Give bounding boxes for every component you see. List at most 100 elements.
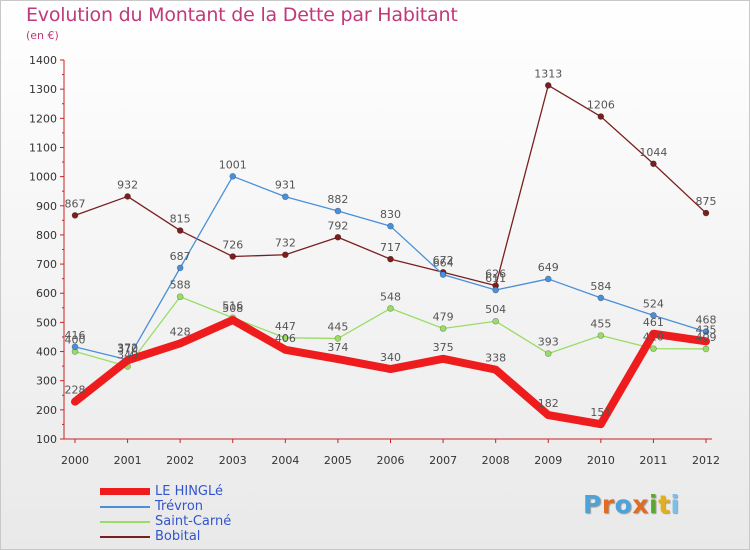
data-point-le-hingl--2009 bbox=[545, 412, 552, 419]
data-label-saint-carn--2000: 400 bbox=[65, 334, 86, 347]
logo-letter: i bbox=[649, 490, 659, 519]
data-label-bobital-2002: 815 bbox=[170, 213, 191, 226]
legend-label-bobital: Bobital bbox=[155, 529, 201, 544]
data-point-saint-carn--2007 bbox=[439, 325, 447, 332]
data-label-tr-vron-2005: 882 bbox=[327, 193, 348, 206]
x-tick-label-2002: 2002 bbox=[166, 454, 194, 467]
data-label-bobital-2009: 1313 bbox=[534, 67, 562, 80]
data-point-le-hingl--2001 bbox=[124, 357, 131, 364]
data-label-le-hingl--2012: 435 bbox=[696, 323, 717, 336]
data-label-tr-vron-2003: 1001 bbox=[219, 158, 247, 171]
logo-letter: t bbox=[658, 490, 671, 519]
legend-label-trevron: Trévron bbox=[155, 499, 204, 514]
y-tick-label-100: 100 bbox=[36, 433, 57, 446]
logo-letter: i bbox=[670, 490, 680, 519]
data-label-saint-carn--2001: 349 bbox=[117, 348, 138, 361]
y-tick-label-500: 500 bbox=[36, 316, 57, 329]
data-label-saint-carn--2012: 409 bbox=[696, 331, 717, 344]
data-point-bobital-2012 bbox=[702, 209, 710, 217]
y-tick-label-200: 200 bbox=[36, 404, 57, 417]
data-point-le-hingl--2011 bbox=[650, 330, 657, 337]
data-label-saint-carn--2010: 455 bbox=[590, 318, 611, 331]
data-point-le-hingl--2003 bbox=[229, 317, 236, 324]
data-point-le-hingl--2012 bbox=[703, 338, 709, 345]
data-point-saint-carn--2008 bbox=[492, 317, 499, 325]
data-label-tr-vron-2009: 649 bbox=[538, 261, 559, 274]
data-point-bobital-2000 bbox=[71, 212, 79, 219]
data-label-bobital-2005: 792 bbox=[327, 219, 348, 232]
data-label-tr-vron-2000: 416 bbox=[65, 329, 86, 342]
x-tick-label-2009: 2009 bbox=[534, 454, 562, 467]
data-label-saint-carn--2005: 445 bbox=[327, 320, 348, 333]
data-point-bobital-2009 bbox=[544, 82, 552, 89]
data-label-bobital-2001: 932 bbox=[117, 178, 138, 191]
y-tick-label-700: 700 bbox=[36, 258, 57, 271]
data-label-saint-carn--2008: 504 bbox=[485, 303, 506, 316]
data-point-saint-carn--2011 bbox=[650, 345, 657, 352]
x-tick-label-2000: 2000 bbox=[61, 454, 89, 467]
data-label-le-hingl--2008: 338 bbox=[485, 352, 506, 365]
data-label-le-hingl--2010: 151 bbox=[590, 406, 611, 419]
x-tick-label-2011: 2011 bbox=[639, 454, 667, 467]
data-label-saint-carn--2003: 516 bbox=[222, 300, 243, 313]
data-label-bobital-2000: 867 bbox=[65, 197, 86, 210]
y-tick-label-1300: 1300 bbox=[29, 83, 57, 96]
data-point-bobital-2003 bbox=[229, 253, 237, 260]
data-label-bobital-2003: 726 bbox=[222, 238, 243, 251]
data-point-tr-vron-2007 bbox=[439, 271, 447, 278]
data-point-le-hingl--2005 bbox=[334, 356, 341, 363]
data-point-tr-vron-2005 bbox=[334, 207, 342, 215]
y-tick-label-400: 400 bbox=[36, 346, 57, 359]
data-label-le-hingl--2003: 508 bbox=[222, 302, 243, 315]
data-label-le-hingl--2011: 461 bbox=[643, 316, 664, 329]
data-label-saint-carn--2006: 548 bbox=[380, 290, 401, 303]
data-point-tr-vron-2006 bbox=[387, 222, 394, 230]
legend-swatch-saint-carne bbox=[100, 521, 150, 523]
data-label-saint-carn--2002: 588 bbox=[170, 279, 191, 292]
y-tick-label-600: 600 bbox=[36, 287, 57, 300]
logo-letter: P bbox=[583, 490, 602, 519]
legend-label-saint-carne: Saint-Carné bbox=[155, 514, 232, 529]
data-point-le-hingl--2004 bbox=[282, 346, 289, 353]
data-point-saint-carn--2002 bbox=[176, 293, 184, 301]
x-tick-label-2005: 2005 bbox=[324, 454, 352, 467]
data-point-tr-vron-2002 bbox=[176, 264, 184, 272]
data-point-saint-carn--2005 bbox=[334, 335, 342, 342]
chart-title: Evolution du Montant de la Dette par Hab… bbox=[26, 4, 458, 26]
legend-swatch-bobital bbox=[100, 536, 150, 538]
x-tick-label-2008: 2008 bbox=[482, 454, 510, 467]
data-label-le-hingl--2007: 375 bbox=[433, 341, 454, 354]
y-tick-label-300: 300 bbox=[36, 375, 57, 388]
data-label-bobital-2010: 1206 bbox=[587, 99, 615, 112]
x-tick-label-2003: 2003 bbox=[219, 454, 247, 467]
data-point-tr-vron-2012 bbox=[702, 328, 710, 336]
data-point-bobital-2011 bbox=[650, 160, 657, 168]
y-tick-label-1400: 1400 bbox=[29, 54, 57, 67]
data-point-le-hingl--2008 bbox=[492, 366, 499, 373]
proxiti-logo: Proxiti bbox=[583, 490, 680, 519]
legend-swatch-trevron bbox=[100, 506, 150, 508]
data-point-le-hingl--2006 bbox=[387, 366, 394, 373]
data-point-tr-vron-2009 bbox=[544, 275, 552, 283]
data-label-tr-vron-2010: 584 bbox=[590, 280, 611, 293]
x-tick-label-2012: 2012 bbox=[692, 454, 720, 467]
logo-letter: r bbox=[601, 490, 615, 519]
data-point-tr-vron-2011 bbox=[650, 312, 657, 319]
data-point-bobital-2001 bbox=[124, 193, 131, 200]
data-point-le-hingl--2002 bbox=[177, 340, 184, 347]
data-point-tr-vron-2003 bbox=[229, 173, 237, 180]
data-point-saint-carn--2010 bbox=[597, 332, 605, 339]
data-point-le-hingl--2010 bbox=[597, 421, 604, 428]
legend-swatch-le-hingle bbox=[100, 488, 150, 495]
data-label-le-hingl--2002: 428 bbox=[170, 325, 191, 338]
data-point-le-hingl--2000 bbox=[72, 398, 78, 405]
data-label-bobital-2008: 626 bbox=[485, 268, 506, 281]
data-label-tr-vron-2008: 611 bbox=[485, 272, 506, 285]
data-label-tr-vron-2001: 372 bbox=[117, 342, 138, 355]
data-label-tr-vron-2002: 687 bbox=[170, 250, 191, 263]
legend-label-le-hingle: LE HINGLé bbox=[155, 484, 224, 499]
y-tick-label-800: 800 bbox=[36, 229, 57, 242]
data-label-tr-vron-2004: 931 bbox=[275, 179, 296, 192]
